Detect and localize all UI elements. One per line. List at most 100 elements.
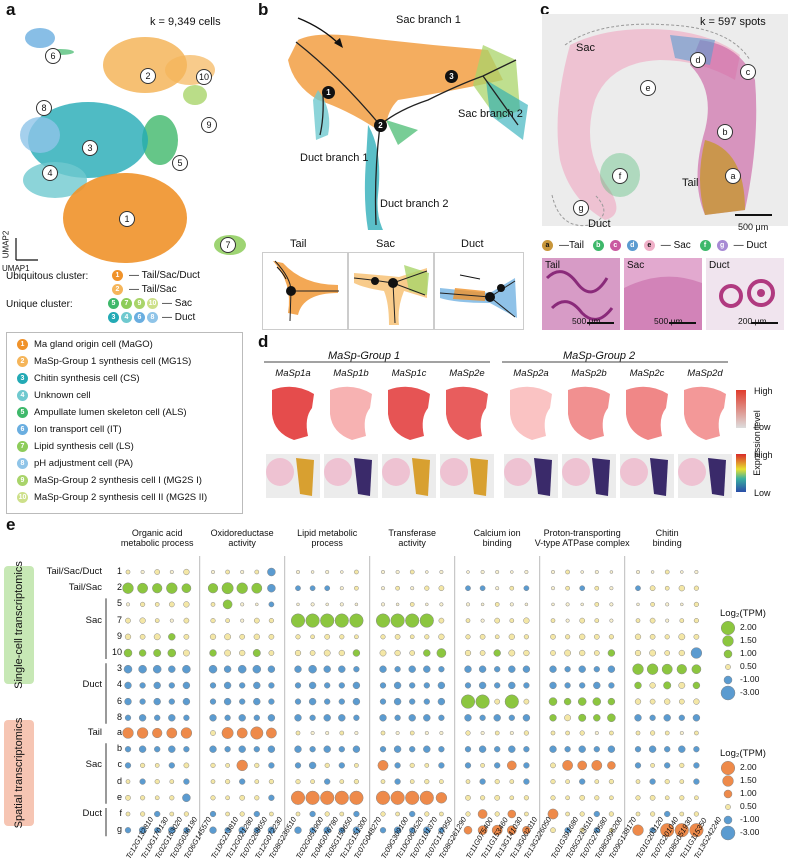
sc-dot (479, 633, 486, 640)
sc-row-group: Sac (85, 614, 102, 626)
sp-dot (523, 795, 529, 801)
sp-dot (395, 730, 400, 736)
sc-dot (182, 664, 191, 674)
sp-dot (480, 730, 485, 736)
sp-dot (423, 826, 431, 834)
ubiquitous-key-2: 2— Tail/Sac (112, 284, 177, 295)
cell-count: k = 9,349 cells (150, 16, 221, 28)
sp-dot (375, 790, 391, 805)
sc-dot (154, 714, 161, 721)
panel-label-c: c (540, 0, 550, 19)
umap-expression-MaSp2b (568, 386, 610, 440)
sc-dot (438, 633, 445, 640)
cluster-label-1: 1 (119, 211, 135, 227)
sc-dot (338, 714, 346, 722)
sp-dot (608, 779, 614, 785)
sub-title-duct: Duct (461, 238, 484, 250)
sp-dot (579, 778, 586, 785)
sc-dot (308, 664, 317, 674)
sp-dot (140, 795, 146, 801)
sc-dot (650, 602, 655, 607)
sc-dot (140, 601, 146, 607)
sp-dot (239, 811, 245, 817)
sp-dot (395, 811, 400, 817)
histology-duct-label: Duct (709, 260, 730, 271)
sc-dot (325, 569, 330, 575)
sp-dot (409, 762, 415, 768)
sc-legend-dot (723, 675, 733, 685)
histology-duct-scale: 200 μm (738, 316, 767, 326)
expression-level-label: Expression level (751, 410, 762, 476)
panel-b-trajectory: Sac branch 1 Sac branch 2 Duct branch 1 … (258, 0, 538, 330)
spot-cluster-a: a (725, 168, 741, 184)
cluster-label-8: 8 (36, 100, 52, 116)
sc-dot (390, 613, 405, 628)
sp-dot (168, 826, 176, 834)
sp-dot (221, 727, 234, 739)
umap-expression-MaSp2d (684, 386, 726, 440)
sp-dot (253, 746, 260, 753)
sp-dot (124, 827, 132, 834)
sc-dot (475, 694, 490, 709)
sc-legend-dot (720, 685, 736, 701)
histology-duct: Duct 200 μm (706, 258, 784, 330)
sp-dot (225, 811, 230, 817)
sc-dot (593, 714, 601, 722)
sc-dot (139, 617, 146, 624)
sp-dot (594, 779, 600, 784)
sp-dot (210, 730, 216, 736)
trajectory-plot (288, 17, 528, 230)
sc-dot (252, 649, 261, 657)
sc-legend-label: -3.00 (740, 687, 760, 697)
sp-dot (324, 762, 330, 768)
sp-dot (182, 793, 191, 803)
sp-dot (477, 825, 488, 836)
sc-dot (183, 633, 190, 640)
sp-dot (309, 746, 316, 753)
sc-dot (465, 585, 471, 592)
sp-dot (138, 826, 147, 834)
sc-dot (548, 697, 558, 706)
sp-dot (634, 746, 642, 753)
sp-dot (124, 746, 132, 753)
sc-dot (494, 698, 501, 705)
sc-dot (494, 666, 501, 673)
sp-dot (323, 826, 331, 834)
sp-dot (464, 762, 472, 769)
sc-dot (609, 602, 614, 607)
sc-dot (524, 602, 529, 607)
sp-dot (239, 778, 246, 785)
category-label: Calcium ion binding (473, 528, 521, 548)
sc-dot (338, 649, 345, 657)
sc-dot (679, 618, 685, 623)
unique-key-duct: 3 4 6 8— Duct (108, 312, 195, 323)
histology-sac-scale: 500 μm (654, 316, 683, 326)
sp-dot (379, 827, 387, 834)
sp-dot (507, 809, 517, 819)
sp-dot (169, 795, 175, 801)
sp-dot (549, 745, 557, 753)
sc-dot (550, 569, 556, 575)
sc-dot (380, 634, 386, 640)
sp-dot (593, 746, 600, 753)
sp-dot (225, 795, 230, 801)
sc-dot (508, 633, 515, 640)
sp-dot (140, 811, 146, 817)
sc-dot (294, 665, 302, 673)
sc-dot (124, 697, 132, 706)
sc-dot (267, 714, 276, 722)
sp-dot (650, 811, 656, 817)
sc-dot (419, 613, 434, 628)
sc-dot (379, 649, 387, 657)
sp-dot (423, 745, 431, 753)
sc-dot (405, 613, 420, 628)
sp-dot (353, 779, 359, 785)
sc-dot (223, 665, 232, 673)
sc-dot (437, 681, 446, 690)
sc-dot (409, 650, 416, 656)
sc-dot (579, 649, 586, 657)
sc-dot (352, 697, 361, 706)
sp-dot (679, 811, 685, 817)
sc-dot (409, 682, 416, 689)
sc-legend-dot (720, 620, 736, 636)
